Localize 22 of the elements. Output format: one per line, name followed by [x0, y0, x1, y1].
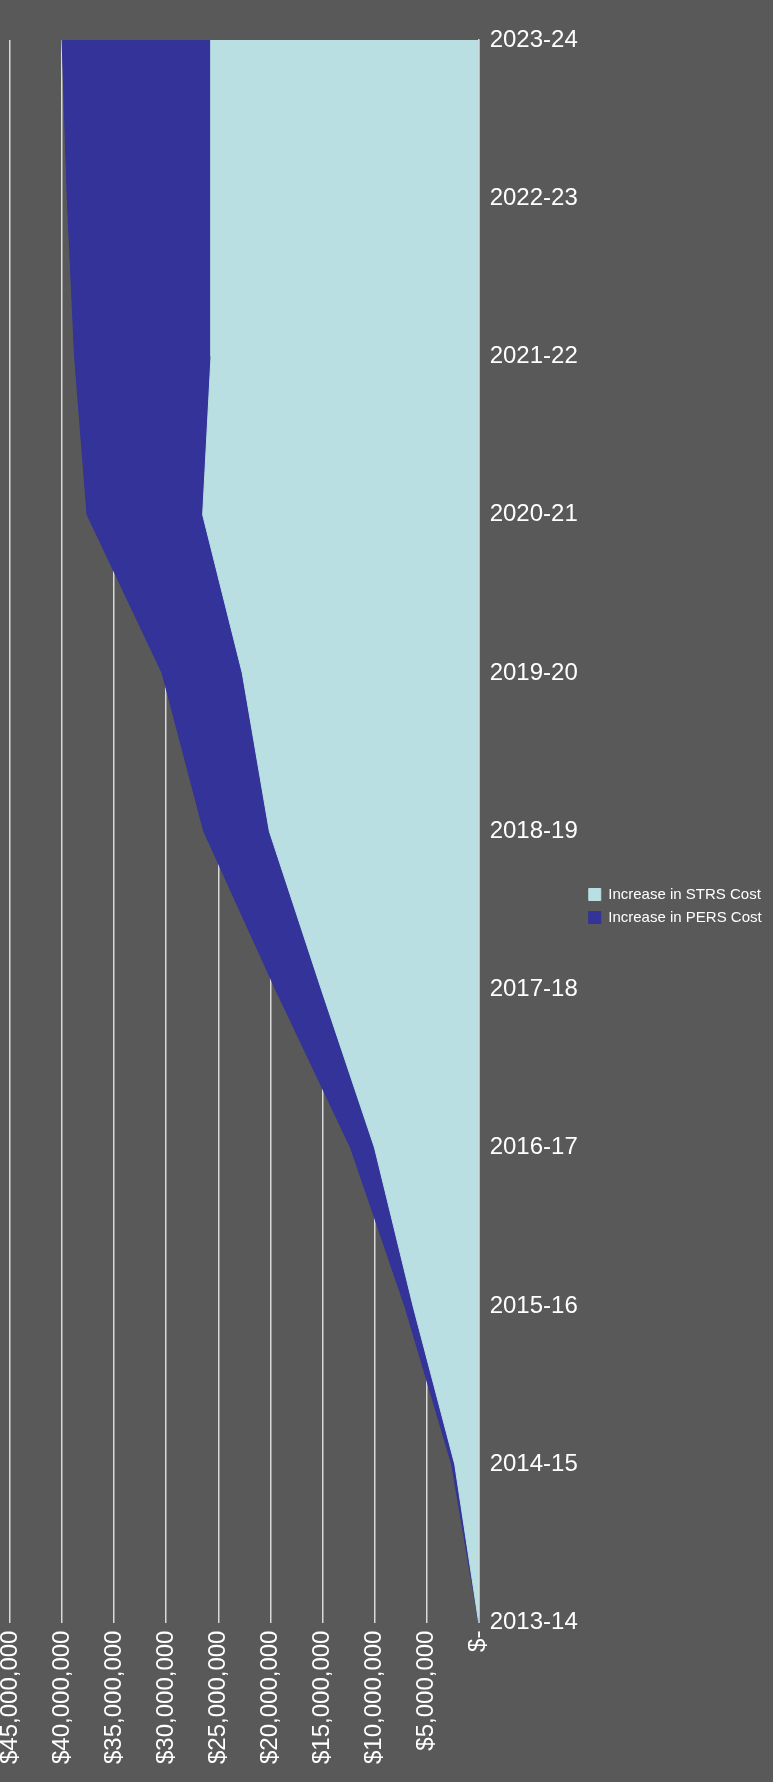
y-tick-label: 2018-19: [489, 815, 578, 843]
y-tick-label: 2022-23: [489, 182, 578, 210]
legend-label: Increase in STRS Cost: [608, 884, 762, 902]
y-tick-label: 2020-21: [489, 499, 578, 527]
y-tick-label: 2013-14: [489, 1607, 578, 1635]
x-tick-label: $40,000,000: [46, 1630, 74, 1764]
y-tick-label: 2023-24: [489, 24, 578, 52]
y-tick-label: 2017-18: [489, 974, 578, 1002]
y-tick-label: 2019-20: [489, 657, 578, 685]
x-tick-label: $5,000,000: [411, 1630, 439, 1751]
y-tick-label: 2014-15: [489, 1448, 578, 1476]
x-tick-label: $20,000,000: [255, 1630, 282, 1764]
y-tick-label: 2021-22: [489, 341, 578, 369]
x-tick-label: $10,000,000: [359, 1630, 387, 1764]
y-tick-label: 2015-16: [489, 1290, 578, 1318]
x-tick-label: $25,000,000: [202, 1630, 230, 1764]
x-tick-label: $-: [463, 1630, 491, 1652]
y-tick-label: 2016-17: [489, 1132, 578, 1160]
x-tick-label: $30,000,000: [150, 1630, 178, 1764]
legend-label: Increase in PERS Cost: [608, 907, 763, 925]
x-tick-label: $15,000,000: [307, 1630, 335, 1764]
x-tick-label: $35,000,000: [98, 1630, 126, 1764]
